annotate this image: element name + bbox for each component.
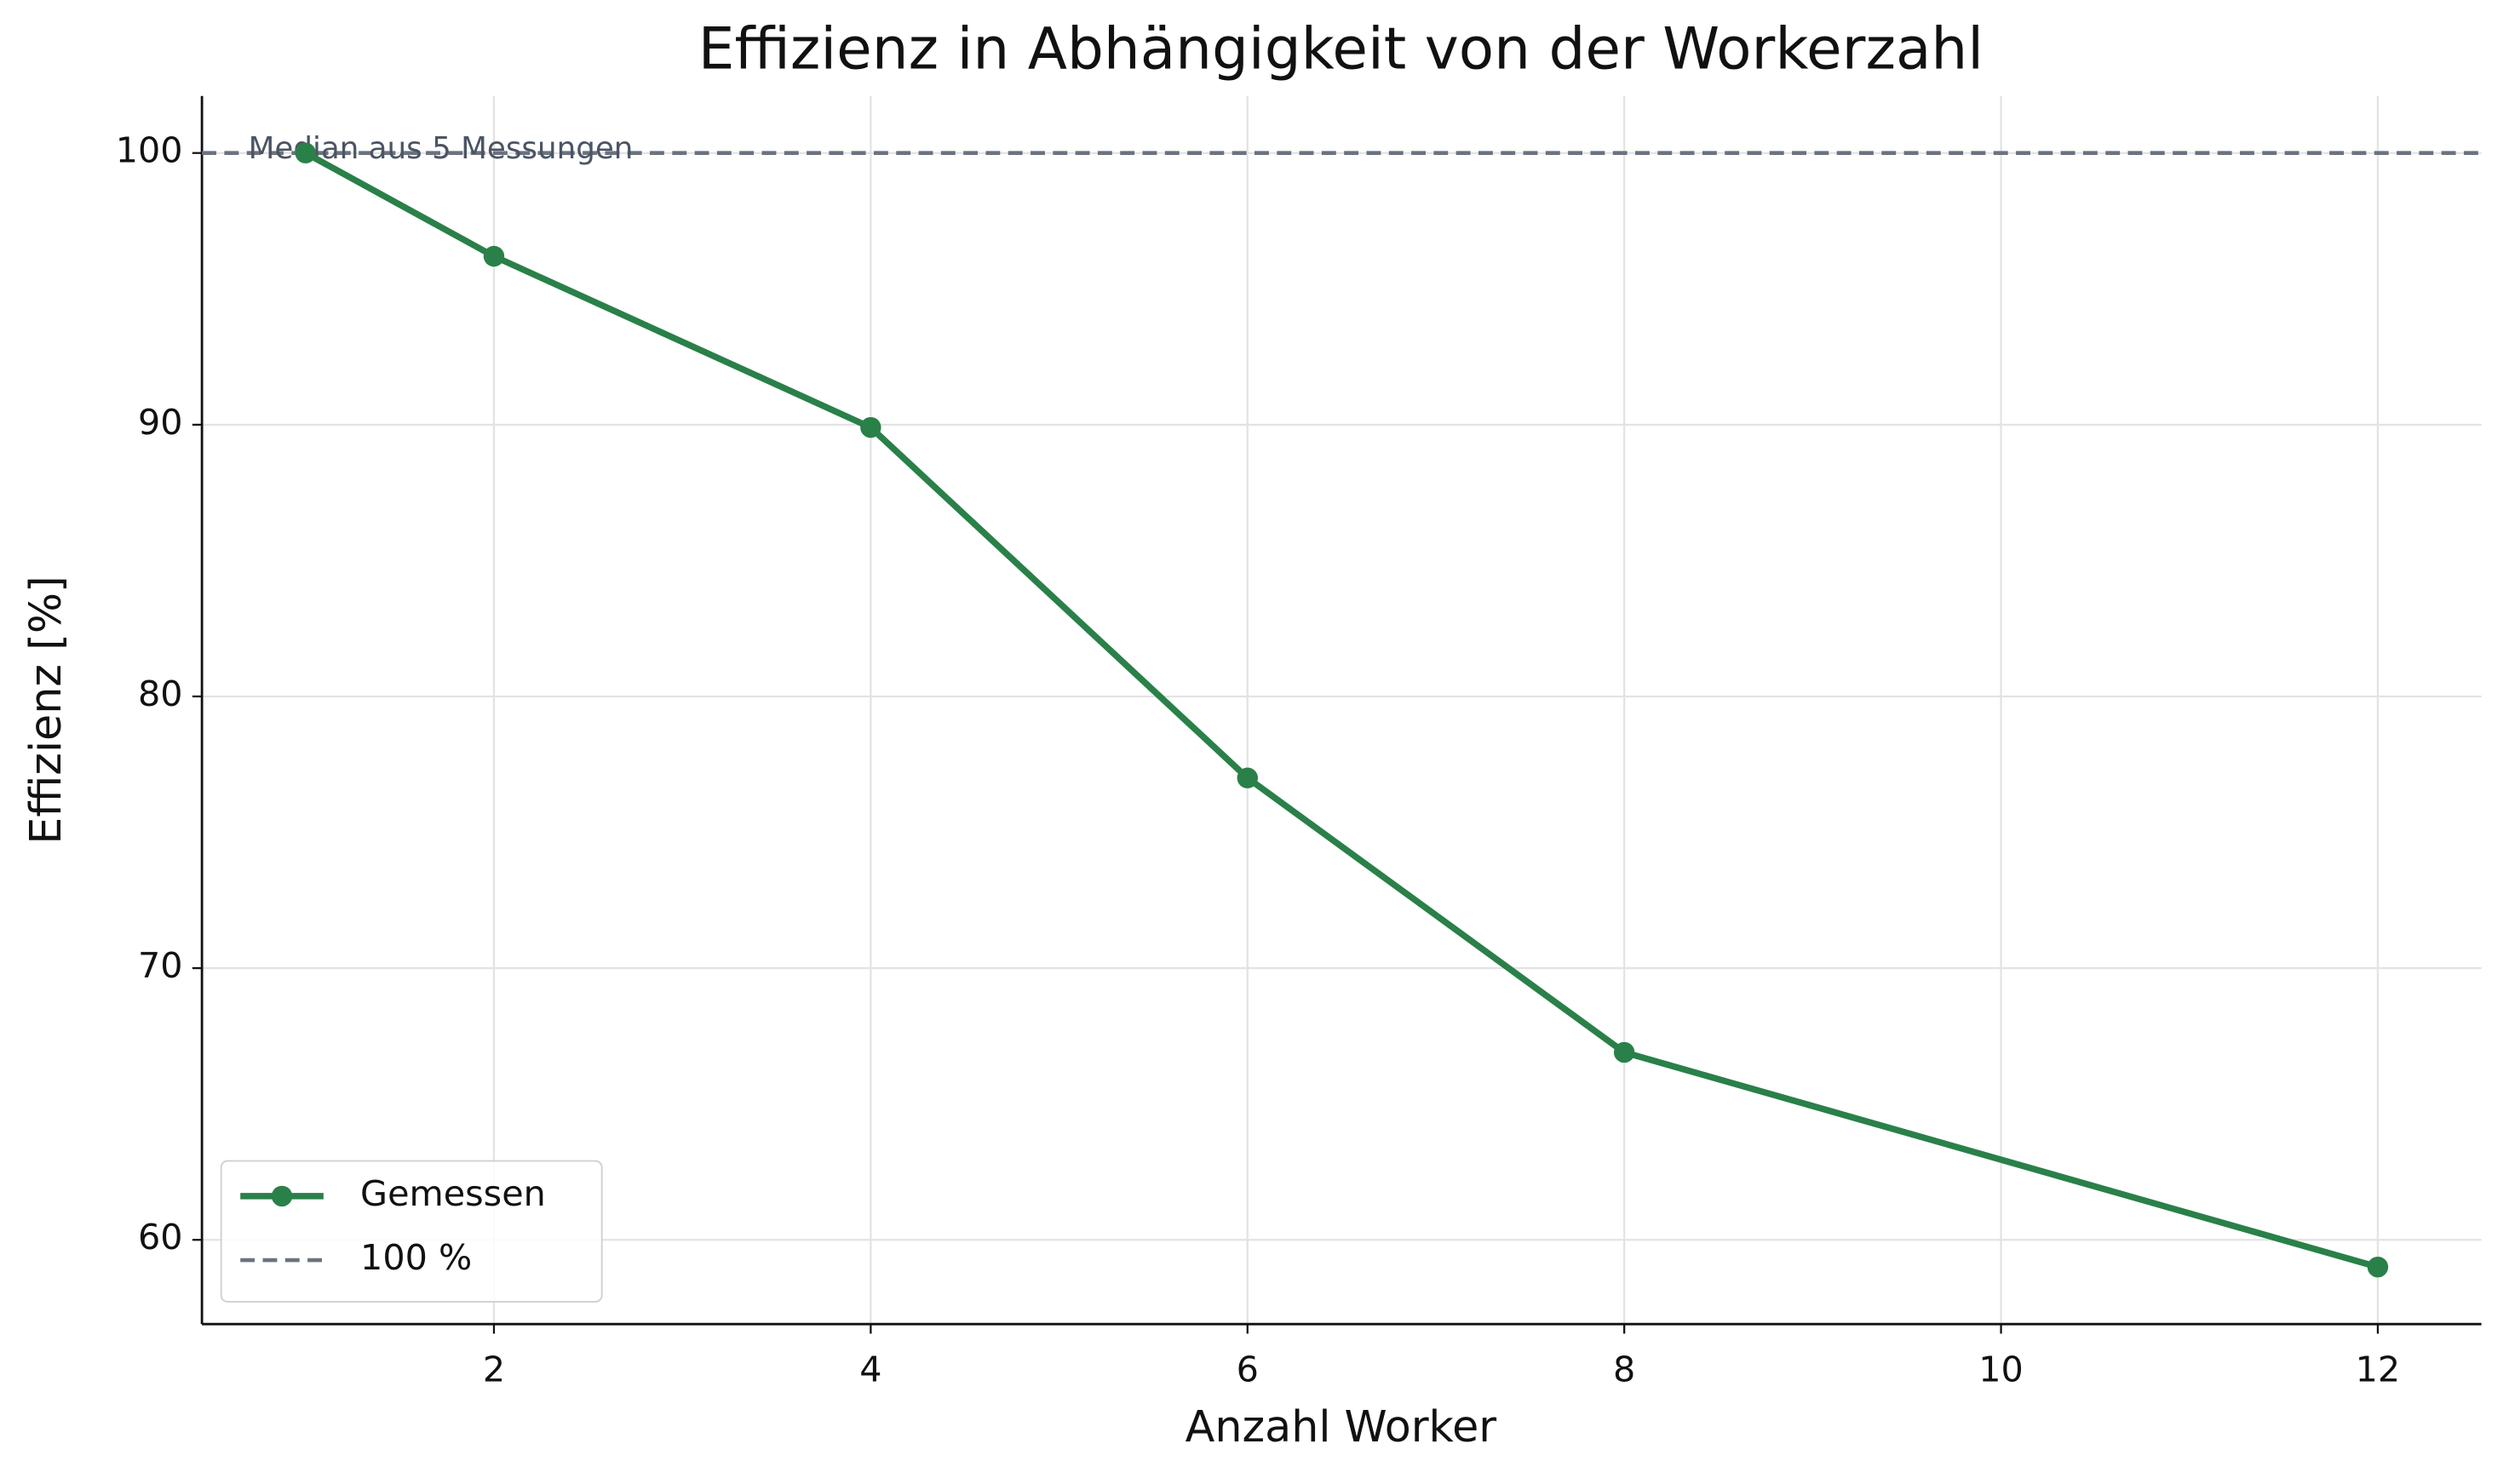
y-tick-label: 90 (138, 402, 183, 443)
x-tick-label: 4 (859, 1349, 881, 1390)
x-tick-label: 12 (2356, 1349, 2401, 1390)
data-point (1237, 767, 1258, 788)
y-tick-label: 60 (138, 1217, 183, 1258)
legend-marker (271, 1185, 293, 1207)
y-axis-label: Effizienz [%] (20, 576, 71, 845)
chart-title: Effizienz in Abhängigkeit von der Worker… (698, 15, 1984, 83)
x-tick-label: 10 (1978, 1349, 2024, 1390)
legend-label: 100 % (360, 1237, 472, 1278)
data-point (295, 142, 316, 163)
data-point (2367, 1256, 2389, 1278)
y-tick-label: 80 (138, 673, 183, 714)
data-point (860, 416, 881, 438)
data-point (483, 245, 505, 267)
legend: Gemessen 100 % (220, 1160, 603, 1303)
x-tick-label: 8 (1613, 1349, 1635, 1390)
x-axis-label: Anzahl Worker (1186, 1401, 1497, 1452)
data-line (303, 150, 2379, 1270)
data-point (1613, 1041, 1635, 1063)
x-tick-label: 6 (1237, 1349, 1259, 1390)
legend-label: Gemessen (360, 1173, 546, 1214)
y-tick-label: 70 (138, 945, 183, 986)
y-tick-label: 100 (116, 130, 183, 171)
x-tick-label: 2 (483, 1349, 505, 1390)
